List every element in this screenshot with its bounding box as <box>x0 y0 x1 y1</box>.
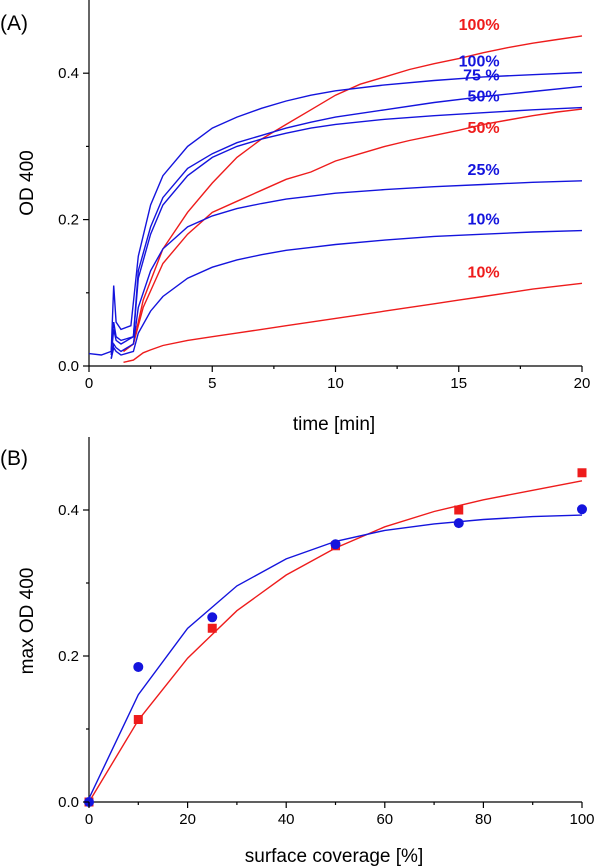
panel-b-data-point-circle <box>330 539 341 550</box>
panel-b-x-tick-label: 100 <box>569 811 594 828</box>
panel-b-x-axis-title: surface coverage [%] <box>245 846 423 866</box>
panel-a-y-tick-label: 0.0 <box>58 358 79 375</box>
panel-b-x-tick-label: 60 <box>376 811 393 828</box>
panel-b-data-point-circle <box>207 612 218 623</box>
panel-b-chart: (B) 0 20 40 60 80 100 0.0 0.2 0.4 surface covera… <box>0 437 595 866</box>
panel-a-series-label: 100% <box>459 17 500 34</box>
panel-a-x-tick-label: 5 <box>208 375 216 392</box>
panel-b-x-tick-label: 20 <box>179 811 196 828</box>
panel-b-data-point-square <box>133 715 143 725</box>
panel-a-x-tick-label: 20 <box>574 375 591 392</box>
panel-a-series-label: 50% <box>468 120 500 137</box>
panel-a-x-tick-label: 10 <box>327 375 344 392</box>
panel-a-series-line <box>110 106 583 356</box>
panel-a-x-axis-title: time [min] <box>293 414 375 435</box>
panel-a-series-label: 75 % <box>463 67 499 84</box>
panel-a-series-line <box>110 85 583 352</box>
panel-a-series-label: 100% <box>459 53 500 70</box>
panel-a-series-line <box>123 282 583 363</box>
panel-a-series-line <box>123 35 583 352</box>
panel-a-series-label: 10% <box>468 212 500 229</box>
panel-b-fit-line <box>88 480 583 803</box>
panel-b-data-point-circle <box>577 504 587 515</box>
panel-b-data-point-circle <box>453 518 464 529</box>
panel-a-y-tick-label: 0.2 <box>58 212 79 229</box>
panel-a-series-label: 10% <box>468 264 500 281</box>
panel-b-y-tick-label: 0.2 <box>58 648 79 665</box>
panel-b-y-tick-label: 0.0 <box>58 794 79 811</box>
panel-b-y-axis-title: max OD 400 <box>17 568 38 675</box>
panel-a-x-tick-label: 0 <box>85 375 93 392</box>
panel-a-ticks: 0 5 10 15 20 0.0 0.2 0.4 <box>58 65 590 392</box>
panel-b-label: (B) <box>0 447 28 470</box>
panel-b-fit-line <box>88 514 583 799</box>
panel-a-series-line <box>88 71 583 356</box>
panel-b-x-tick-label: 0 <box>85 811 93 828</box>
panel-a-series-label: 50% <box>468 89 500 106</box>
panel-a-label: (A) <box>0 12 28 35</box>
panel-b-x-tick-label: 80 <box>475 811 492 828</box>
panel-b-data-point-square <box>577 468 587 478</box>
panel-b-ticks: 0 20 40 60 80 100 0.0 0.2 0.4 <box>58 502 594 828</box>
panel-b-data-point-square <box>454 505 464 515</box>
panel-b-data-point-circle <box>133 661 144 672</box>
panel-a-series-line <box>123 108 583 352</box>
panel-a-series-label: 25% <box>468 162 500 179</box>
panel-a-y-axis-title: OD 400 <box>17 150 38 215</box>
panel-a-chart: (A) 100%100%75 %50%50%25%10%10% 0 5 10 15 20… <box>0 0 590 435</box>
panel-a-series-line <box>110 229 583 359</box>
panel-a-series-line <box>110 180 583 359</box>
panel-b-y-tick-label: 0.4 <box>58 502 79 519</box>
panel-a-x-tick-label: 15 <box>450 375 467 392</box>
panel-b-data-point-square <box>207 623 217 633</box>
panel-b-plot-area <box>84 437 587 807</box>
panel-a-plot-area: 100%100%75 %50%50%25%10%10% <box>88 0 583 367</box>
panel-a-y-tick-label: 0.4 <box>58 65 79 82</box>
panel-b-x-tick-label: 40 <box>278 811 295 828</box>
